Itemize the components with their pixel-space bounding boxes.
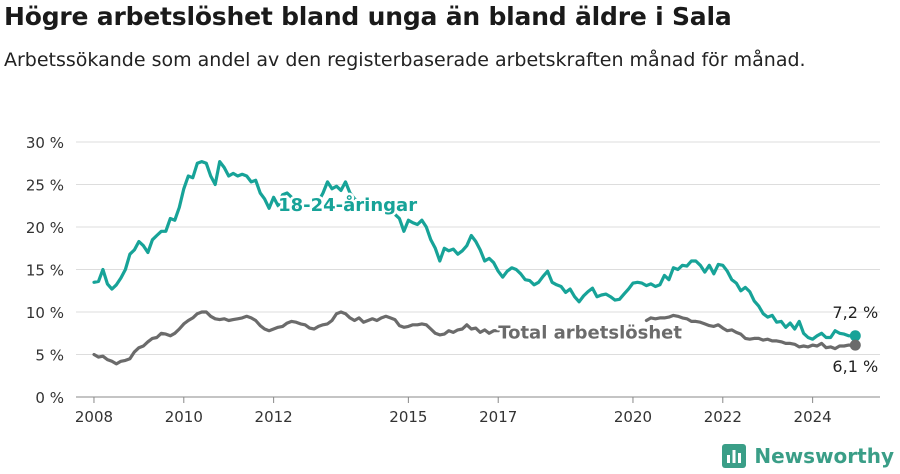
y-tick-label: 5 % bbox=[35, 347, 64, 365]
series-label-youth-halo: 18-24-åringar bbox=[278, 194, 417, 216]
series-label-total: Total arbetslöshet bbox=[498, 322, 682, 343]
page-title: Högre arbetslöshet bland unga än bland ä… bbox=[4, 2, 732, 31]
x-tick-label: 2010 bbox=[165, 408, 203, 426]
x-tick-label: 2020 bbox=[614, 408, 652, 426]
end-label-youth: 7,2 % bbox=[832, 303, 878, 322]
x-tick-label: 2012 bbox=[255, 408, 293, 426]
x-tick-label: 2015 bbox=[389, 408, 427, 426]
newsworthy-logo-icon bbox=[722, 444, 747, 468]
y-tick-label: 20 % bbox=[26, 219, 64, 237]
end-point-youth bbox=[849, 330, 861, 342]
grid-layer: 0 % 5 % 10 % 15 % 20 % 25 % 30 % 2008 2010 2012 20… bbox=[26, 134, 880, 426]
series-line-total bbox=[644, 313, 857, 351]
series-line-youth bbox=[316, 180, 361, 204]
x-tick-label: 2008 bbox=[75, 408, 113, 426]
series-line-total bbox=[92, 310, 500, 366]
y-tick-label: 30 % bbox=[26, 134, 64, 152]
series-layer bbox=[92, 160, 861, 366]
brand: Newsworthy bbox=[722, 444, 894, 468]
x-tick-label: 2024 bbox=[794, 408, 832, 426]
series-label-total-halo: Total arbetslöshet bbox=[498, 322, 682, 343]
series-label-youth: 18-24-åringar bbox=[278, 194, 417, 216]
y-tick-label: 15 % bbox=[26, 262, 64, 280]
y-tick-label: 0 % bbox=[35, 389, 64, 407]
x-tick-label: 2017 bbox=[479, 408, 517, 426]
y-tick-label: 25 % bbox=[26, 177, 64, 195]
brand-name: Newsworthy bbox=[754, 444, 894, 468]
page-subtitle: Arbetssökande som andel av den registerb… bbox=[4, 49, 806, 71]
end-point-total bbox=[849, 339, 861, 351]
series-line-youth bbox=[92, 160, 298, 291]
x-tick-label: 2022 bbox=[704, 408, 742, 426]
end-label-total: 6,1 % bbox=[832, 357, 878, 376]
y-tick-label: 10 % bbox=[26, 304, 64, 322]
series-line-youth bbox=[393, 212, 857, 341]
